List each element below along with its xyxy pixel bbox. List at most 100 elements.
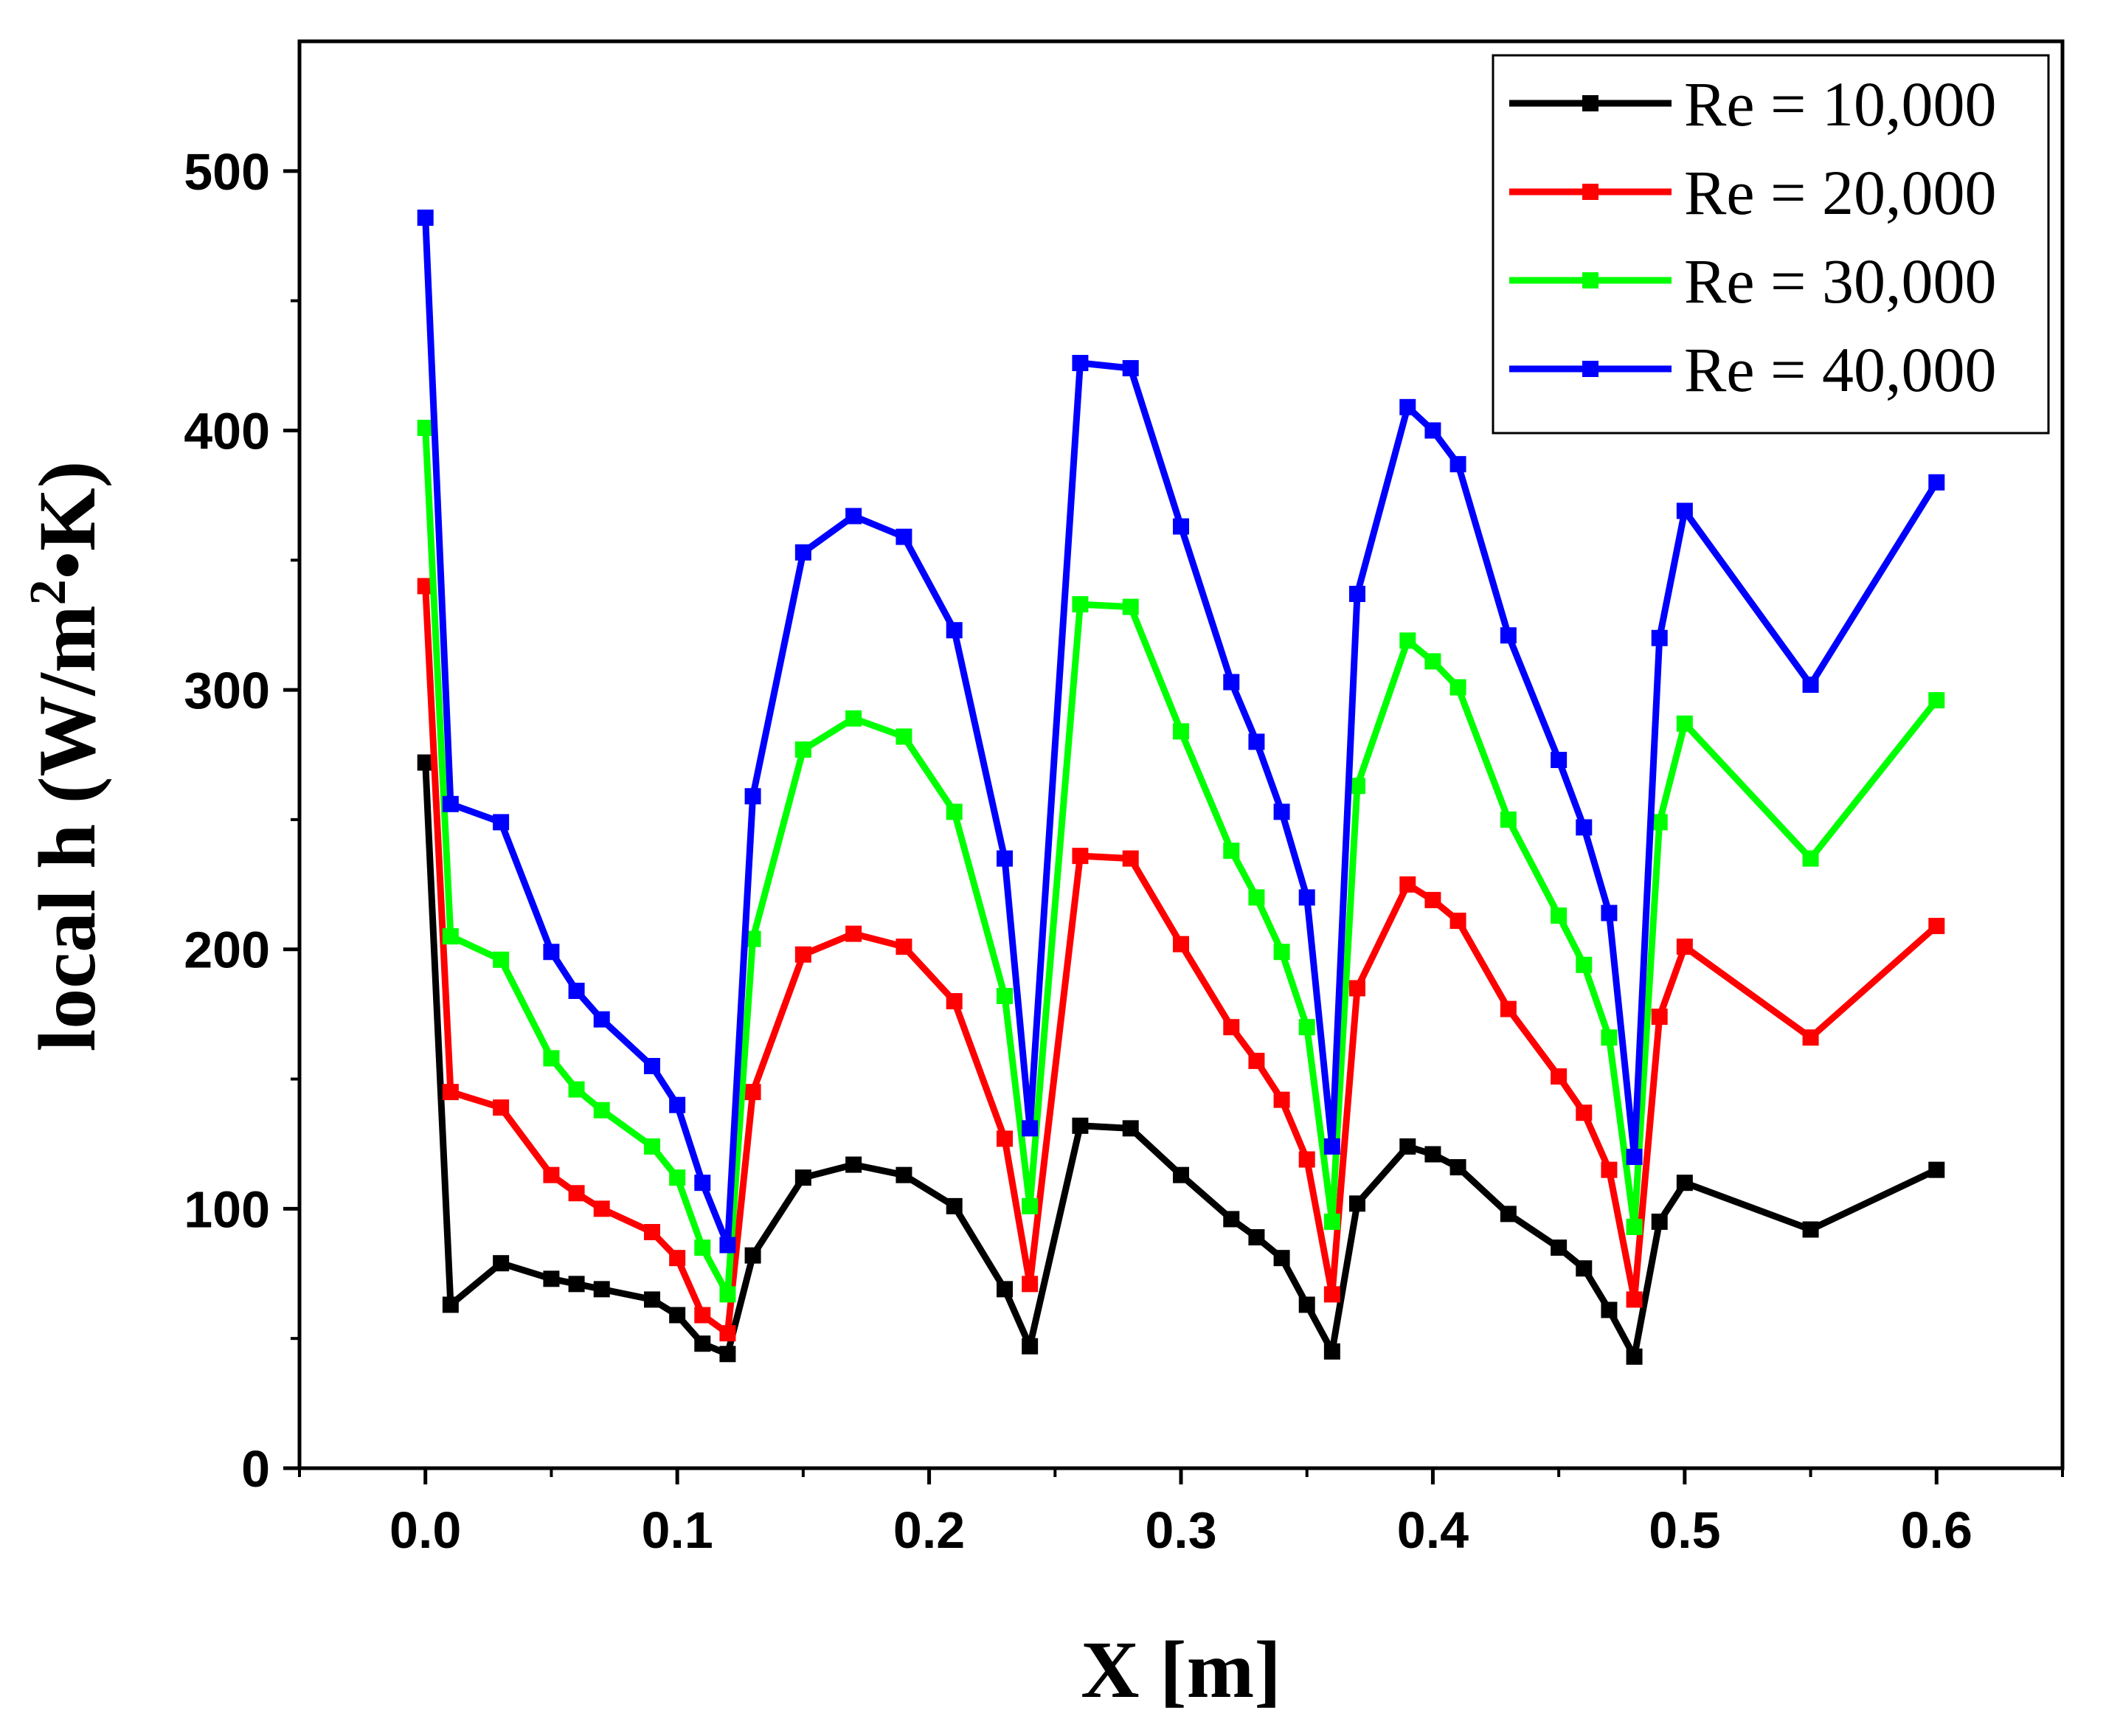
x-tick-label: 0.4 <box>1397 1501 1469 1559</box>
data-point <box>694 1239 711 1256</box>
data-point <box>1626 1218 1643 1235</box>
data-point <box>1802 1221 1819 1238</box>
data-point <box>896 528 912 545</box>
data-point <box>593 1011 610 1028</box>
x-tick-label: 0.6 <box>1901 1501 1972 1559</box>
data-point <box>1022 1197 1039 1214</box>
data-point <box>1349 585 1365 602</box>
data-point <box>997 1281 1013 1298</box>
data-point <box>1626 1348 1643 1365</box>
data-point <box>493 814 510 831</box>
data-point <box>593 1281 610 1298</box>
data-point <box>1676 1175 1693 1192</box>
y-tick-label: 500 <box>184 143 270 201</box>
data-point <box>845 925 862 942</box>
data-point <box>1928 918 1945 935</box>
data-point <box>1500 1206 1517 1223</box>
data-point <box>1349 1195 1365 1212</box>
data-point <box>1651 1009 1668 1026</box>
data-point <box>1676 938 1693 955</box>
y-axis-title: local h (W/m2•K) <box>20 461 112 1052</box>
data-point <box>694 1307 711 1324</box>
x-tick-label: 0.1 <box>641 1501 713 1559</box>
legend-label: Re = 40,000 <box>1684 334 1997 405</box>
data-point <box>1248 1052 1265 1069</box>
data-point <box>1072 596 1089 613</box>
data-point <box>1022 1276 1039 1293</box>
data-point <box>1576 1260 1593 1277</box>
data-point <box>1551 907 1568 924</box>
data-point <box>1298 1296 1315 1313</box>
data-point <box>946 622 963 639</box>
data-point <box>946 803 963 820</box>
legend-marker <box>1582 95 1598 111</box>
data-point <box>1424 891 1441 908</box>
data-point <box>1551 752 1568 769</box>
data-point <box>1223 1019 1240 1036</box>
y-axis: 0 100 200 300 400 500 <box>184 143 299 1498</box>
data-point <box>1323 1138 1340 1155</box>
data-point <box>845 1156 862 1173</box>
data-point <box>1122 360 1139 377</box>
data-point <box>543 1166 560 1183</box>
data-point <box>1928 1161 1945 1178</box>
data-point <box>946 1197 963 1214</box>
data-point <box>1651 1213 1668 1230</box>
data-point <box>1576 1104 1593 1121</box>
data-point <box>719 1346 736 1363</box>
data-point <box>1500 811 1517 828</box>
legend-marker <box>1582 361 1598 377</box>
data-point <box>1676 502 1693 519</box>
data-point <box>1173 936 1189 952</box>
data-point <box>744 930 761 947</box>
data-point <box>1424 422 1441 439</box>
data-point <box>417 754 434 771</box>
data-point <box>896 1166 912 1183</box>
data-point <box>1323 1286 1340 1303</box>
data-point <box>1248 733 1265 750</box>
data-point <box>719 1286 736 1303</box>
data-point <box>997 1130 1013 1147</box>
data-point <box>442 928 459 945</box>
data-point <box>1399 632 1416 649</box>
data-point <box>543 1050 560 1067</box>
legend-label: Re = 30,000 <box>1684 246 1997 317</box>
data-point <box>442 1084 459 1101</box>
data-point <box>719 1325 736 1342</box>
legend-entry: Re = 40,000 <box>1509 334 1997 405</box>
legend-entry: Re = 20,000 <box>1509 157 1997 228</box>
data-point <box>1223 1211 1240 1228</box>
data-point <box>1626 1291 1643 1308</box>
series-3 <box>417 419 1945 1303</box>
data-point <box>1802 1029 1819 1046</box>
legend: Re = 10,000 Re = 20,000 Re = 30,000 Re = 40… <box>1509 69 1997 405</box>
data-point <box>1676 715 1693 732</box>
data-point <box>442 795 459 812</box>
legend-entry: Re = 10,000 <box>1509 69 1997 139</box>
data-point <box>1424 1146 1441 1163</box>
data-point <box>1399 1138 1416 1155</box>
data-point <box>1122 598 1139 615</box>
series-line <box>422 427 1939 1298</box>
y-tick-label: 300 <box>184 662 270 719</box>
data-point <box>1273 803 1290 820</box>
data-point <box>417 419 434 436</box>
data-point <box>493 951 510 968</box>
data-point <box>1576 956 1593 973</box>
data-point <box>1349 980 1365 997</box>
data-point <box>1298 1019 1315 1036</box>
data-point <box>1651 814 1668 831</box>
y-tick-label: 400 <box>184 402 270 460</box>
data-point <box>1424 653 1441 670</box>
x-tick-label: 0.5 <box>1649 1501 1720 1559</box>
data-point <box>1173 1166 1189 1183</box>
data-point <box>1022 1120 1039 1137</box>
data-point <box>1626 1149 1643 1166</box>
data-point <box>1399 876 1416 893</box>
data-point <box>1223 843 1240 860</box>
data-point <box>568 1081 585 1098</box>
data-point <box>1173 723 1189 740</box>
data-point <box>1022 1338 1039 1355</box>
data-point <box>1601 1029 1618 1046</box>
data-point <box>1551 1239 1568 1256</box>
